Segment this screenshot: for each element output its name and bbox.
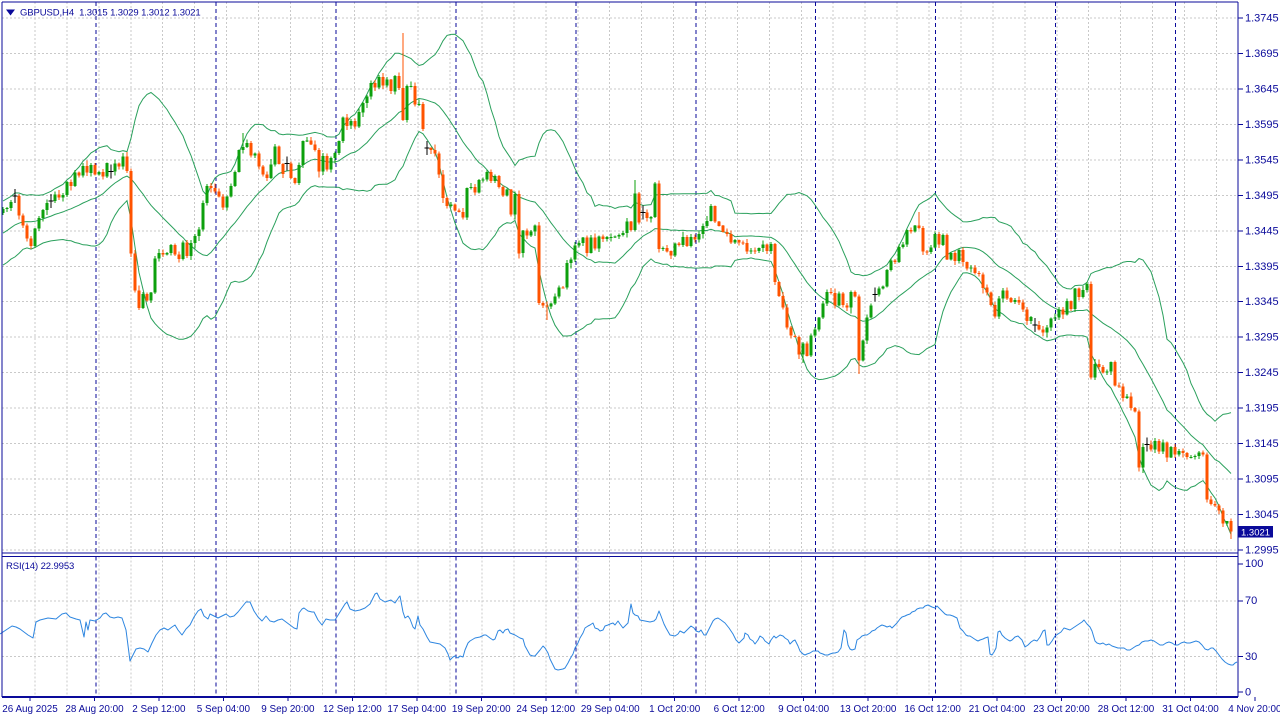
svg-text:100: 100 <box>1245 558 1263 570</box>
svg-text:29 Sep 04:00: 29 Sep 04:00 <box>581 704 640 715</box>
svg-text:6 Oct 12:00: 6 Oct 12:00 <box>714 704 766 715</box>
svg-text:1 Oct 20:00: 1 Oct 20:00 <box>649 704 701 715</box>
svg-text:28 Aug 20:00: 28 Aug 20:00 <box>65 704 124 715</box>
svg-text:24 Sep 12:00: 24 Sep 12:00 <box>516 704 575 715</box>
svg-text:1.3645: 1.3645 <box>1245 83 1279 95</box>
svg-text:4 Nov 20:00: 4 Nov 20:00 <box>1228 704 1280 715</box>
svg-text:19 Sep 20:00: 19 Sep 20:00 <box>452 704 511 715</box>
svg-text:1.3345: 1.3345 <box>1245 296 1279 308</box>
svg-text:1.3445: 1.3445 <box>1245 225 1279 237</box>
svg-text:28 Oct 12:00: 28 Oct 12:00 <box>1098 704 1155 715</box>
svg-text:31 Oct 04:00: 31 Oct 04:00 <box>1162 704 1219 715</box>
svg-text:1.3045: 1.3045 <box>1245 509 1279 521</box>
svg-text:9 Oct 04:00: 9 Oct 04:00 <box>778 704 830 715</box>
svg-text:1.3245: 1.3245 <box>1245 367 1279 379</box>
svg-text:1.3095: 1.3095 <box>1245 474 1279 486</box>
svg-text:1.3545: 1.3545 <box>1245 154 1279 166</box>
svg-text:21 Oct 04:00: 21 Oct 04:00 <box>969 704 1026 715</box>
svg-text:RSI(14) 22.9953: RSI(14) 22.9953 <box>6 561 74 572</box>
svg-text:1.3145: 1.3145 <box>1245 438 1279 450</box>
svg-text:1.3295: 1.3295 <box>1245 332 1279 344</box>
svg-text:1.3395: 1.3395 <box>1245 261 1279 273</box>
svg-text:GBPUSD,H4 1.3015 1.3029 1.301: GBPUSD,H4 1.3015 1.3029 1.3012 1.3021 <box>20 8 201 19</box>
svg-text:17 Sep 04:00: 17 Sep 04:00 <box>387 704 446 715</box>
svg-text:9 Sep 20:00: 9 Sep 20:00 <box>261 704 315 715</box>
svg-text:1.3495: 1.3495 <box>1245 190 1279 202</box>
svg-text:70: 70 <box>1245 595 1257 607</box>
svg-text:16 Oct 12:00: 16 Oct 12:00 <box>904 704 961 715</box>
svg-text:12 Sep 12:00: 12 Sep 12:00 <box>323 704 382 715</box>
svg-text:1.3021: 1.3021 <box>1241 527 1270 538</box>
svg-text:2 Sep 12:00: 2 Sep 12:00 <box>132 704 186 715</box>
svg-text:30: 30 <box>1245 651 1257 663</box>
svg-text:1.3745: 1.3745 <box>1245 13 1279 25</box>
svg-text:1.2995: 1.2995 <box>1245 545 1279 557</box>
svg-text:1.3595: 1.3595 <box>1245 119 1279 131</box>
svg-text:23 Oct 20:00: 23 Oct 20:00 <box>1033 704 1090 715</box>
svg-text:0: 0 <box>1245 687 1251 699</box>
svg-text:26 Aug 2025: 26 Aug 2025 <box>2 704 58 715</box>
svg-text:13 Oct 20:00: 13 Oct 20:00 <box>840 704 897 715</box>
svg-text:1.3695: 1.3695 <box>1245 48 1279 60</box>
svg-text:1.3195: 1.3195 <box>1245 403 1279 415</box>
svg-text:5 Sep 04:00: 5 Sep 04:00 <box>197 704 251 715</box>
